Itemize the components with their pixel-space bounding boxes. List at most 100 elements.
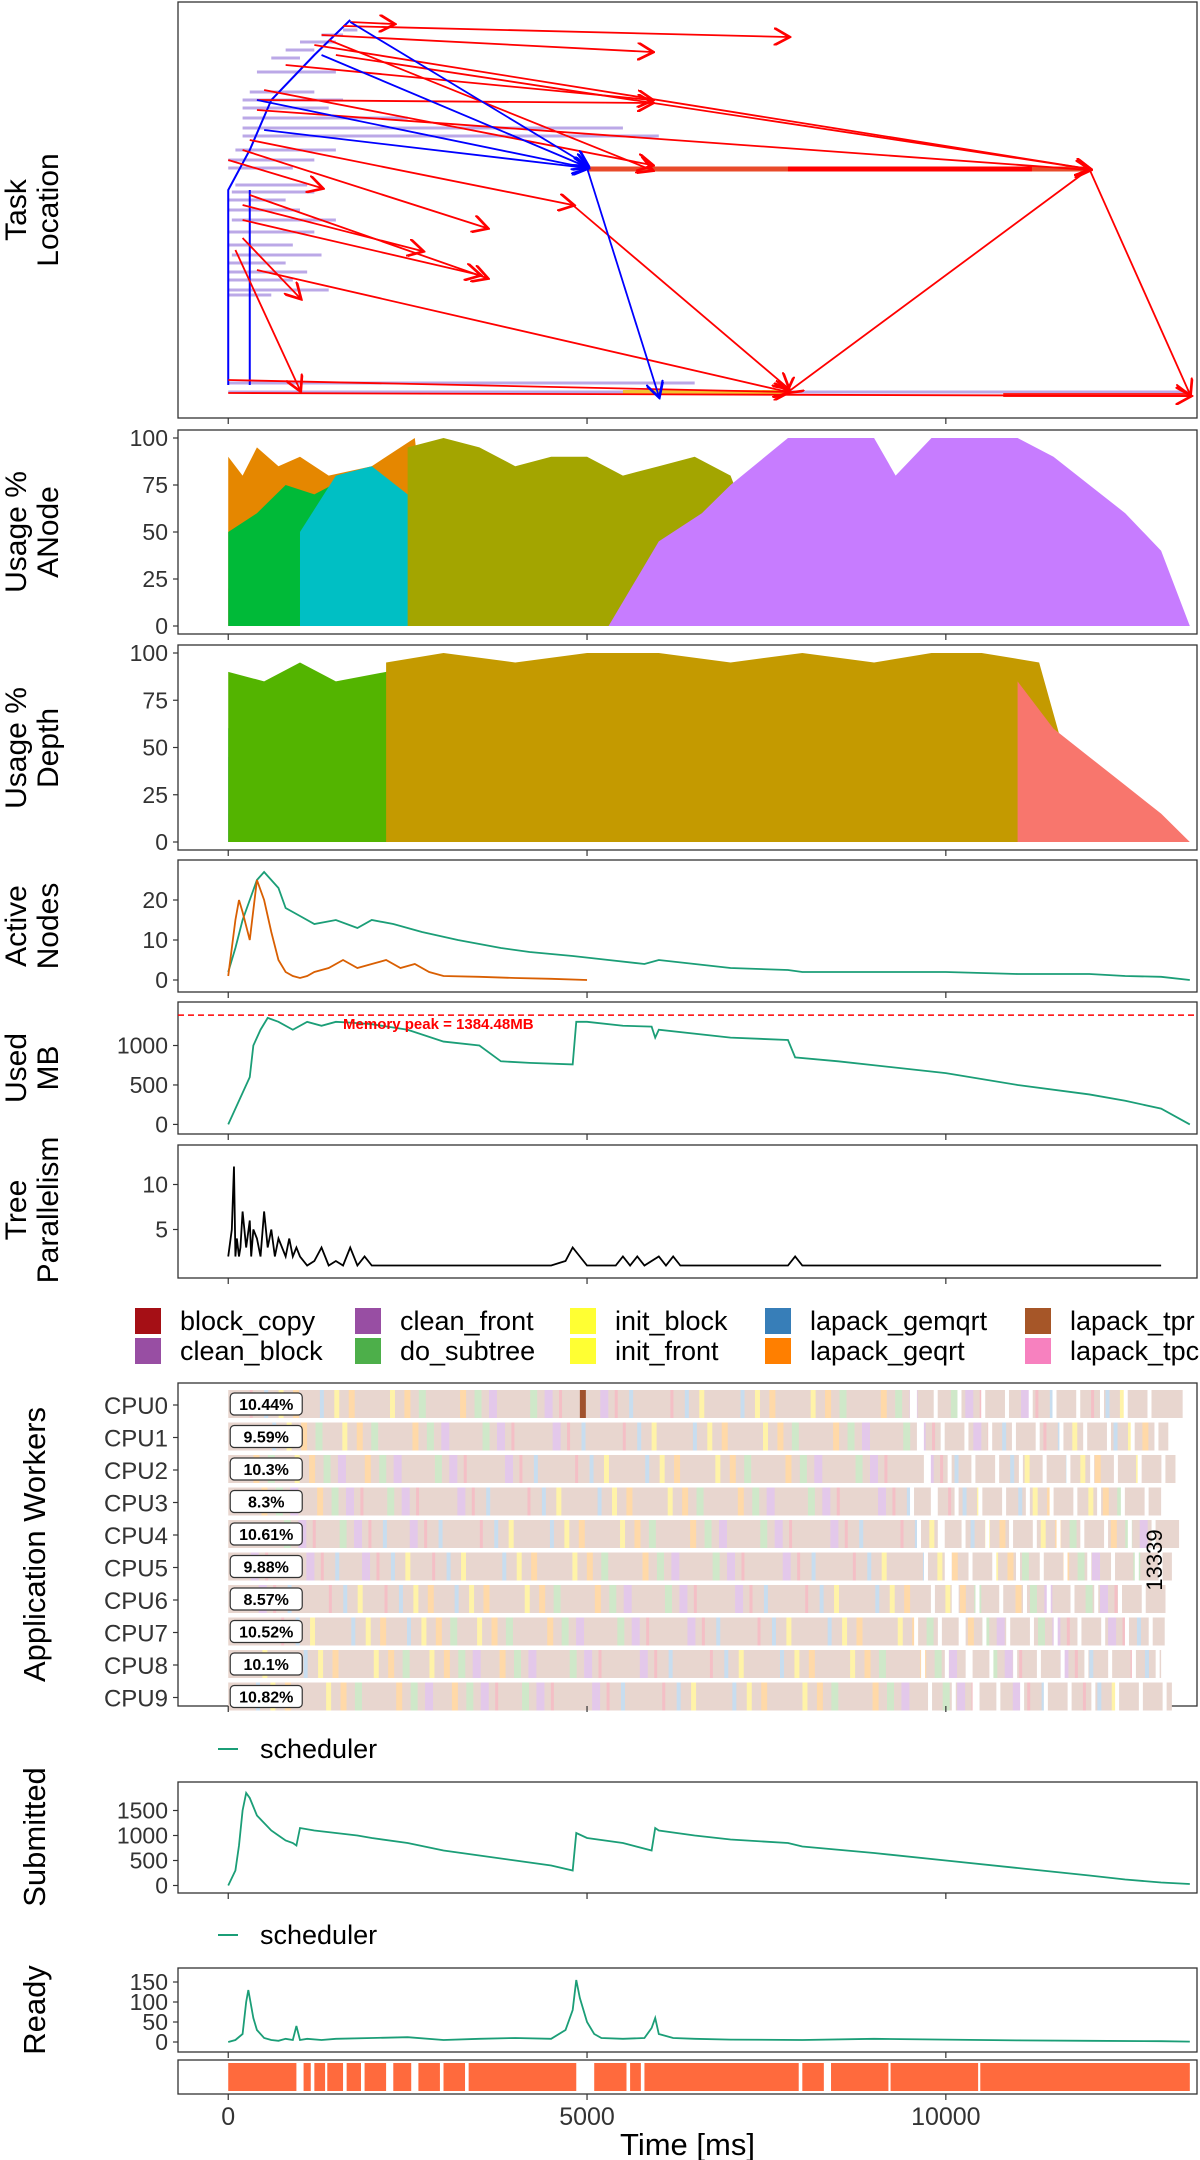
worker-task-1-8 bbox=[833, 1422, 840, 1451]
worker-task-6-20 bbox=[889, 1585, 895, 1613]
task-arrow-blue-3 bbox=[586, 167, 659, 396]
usage-depth-yaxis-tick-label-2: 50 bbox=[142, 735, 168, 761]
worker-idle-8-0 bbox=[965, 1650, 970, 1678]
worker-idle-4-7 bbox=[1104, 1520, 1109, 1548]
worker-task-9-18 bbox=[816, 1682, 823, 1711]
worker-task-2-1 bbox=[364, 1455, 371, 1483]
worker-task-2-18 bbox=[659, 1455, 665, 1483]
worker-task-7-23 bbox=[1122, 1617, 1126, 1646]
worker-task-0-3 bbox=[460, 1390, 467, 1418]
worker-task-8-28 bbox=[598, 1650, 602, 1678]
worker-task-6-17 bbox=[679, 1585, 688, 1613]
worker-task-8-39 bbox=[472, 1650, 481, 1678]
worker-task-0-18 bbox=[614, 1390, 618, 1418]
worker-task-6-30 bbox=[693, 1585, 697, 1613]
task-arrow-red-6 bbox=[328, 39, 652, 170]
worker-task-1-37 bbox=[1072, 1422, 1078, 1451]
task-location-ylabel-line-0: Task bbox=[0, 178, 33, 241]
worker-task-2-3 bbox=[505, 1455, 514, 1483]
tree-parallelism-yaxis-tick-label-1: 10 bbox=[142, 1172, 168, 1198]
worker-task-5-33 bbox=[881, 1552, 887, 1581]
worker-task-4-8 bbox=[900, 1520, 904, 1548]
worker-task-7-28 bbox=[576, 1617, 585, 1646]
worker-pct-box-3 bbox=[229, 1489, 303, 1514]
worker-task-3-34 bbox=[906, 1487, 911, 1516]
worker-idle-9-7 bbox=[1138, 1682, 1143, 1711]
task-arrow-red-18 bbox=[256, 269, 788, 392]
task-arrow-red-3 bbox=[314, 44, 1089, 169]
worker-task-5-39 bbox=[405, 1552, 411, 1581]
worker-task-9-8 bbox=[1012, 1682, 1021, 1711]
usage-depth-yaxis-tick-label-4: 100 bbox=[130, 640, 168, 666]
worker-idle-1-4 bbox=[1011, 1422, 1016, 1451]
worker-pct-box-6 bbox=[229, 1587, 303, 1611]
worker-idle-8-10 bbox=[944, 1650, 949, 1678]
worker-task-0-14 bbox=[334, 1390, 340, 1418]
worker-task-4-19 bbox=[774, 1520, 783, 1548]
used-mb-yaxis-tick-label-0: 0 bbox=[155, 1111, 168, 1137]
worker-task-3-8 bbox=[878, 1487, 887, 1516]
worker-task-1-35 bbox=[932, 1422, 936, 1451]
worker-task-2-17 bbox=[589, 1455, 594, 1483]
worker-task-8-30 bbox=[738, 1650, 744, 1678]
ready-ylabel: Ready bbox=[17, 1965, 52, 2055]
worker-task-3-30 bbox=[626, 1487, 633, 1516]
worker-task-5-22 bbox=[1007, 1552, 1014, 1581]
used-mb-ylabel-line-1: MB bbox=[32, 1046, 65, 1091]
worker-name-5: CPU5 bbox=[104, 1556, 168, 1583]
worker-task-1-28 bbox=[441, 1422, 450, 1451]
worker-task-9-17 bbox=[746, 1682, 752, 1711]
worker-idle-7-4 bbox=[1053, 1617, 1058, 1646]
worker-task-9-21 bbox=[1027, 1682, 1031, 1711]
used-mb-panel bbox=[177, 1001, 1198, 1135]
worker-task-6-10 bbox=[1085, 1585, 1093, 1613]
worker-task-4-31 bbox=[719, 1520, 728, 1548]
worker-idle-2-2 bbox=[971, 1455, 976, 1483]
worker-idle-5-4 bbox=[1039, 1552, 1044, 1581]
worker-task-0-1 bbox=[319, 1390, 324, 1418]
worker-task-5-2 bbox=[502, 1552, 507, 1581]
worker-task-7-3 bbox=[617, 1617, 625, 1646]
worker-idle-2-6 bbox=[1066, 1455, 1071, 1483]
worker-task-8-26 bbox=[458, 1650, 466, 1678]
worker-task-4-6 bbox=[760, 1520, 768, 1548]
active-nodes-yaxis-tick-label-2: 20 bbox=[142, 887, 168, 913]
worker-bar-0 bbox=[228, 1390, 1183, 1418]
worker-task-7-13 bbox=[421, 1617, 427, 1646]
worker-idle-9-0 bbox=[972, 1682, 977, 1711]
legend-label-2: clean_front bbox=[400, 1306, 534, 1336]
worker-task-3-16 bbox=[541, 1487, 546, 1516]
worker-idle-2-7 bbox=[1090, 1455, 1095, 1483]
memory-peak-label: Memory peak = 1384.48MB bbox=[343, 1016, 534, 1033]
worker-task-7-16 bbox=[631, 1617, 640, 1646]
task-arrow-red-19 bbox=[572, 204, 788, 388]
worker-task-9-1 bbox=[522, 1682, 530, 1711]
worker-task-5-13 bbox=[376, 1552, 380, 1581]
worker-idle-2-3 bbox=[995, 1455, 1000, 1483]
worker-task-8-4 bbox=[709, 1650, 713, 1678]
worker-task-7-38 bbox=[380, 1617, 387, 1646]
worker-task-8-31 bbox=[808, 1650, 815, 1678]
worker-task-8-32 bbox=[878, 1650, 886, 1678]
worker-task-0-27 bbox=[348, 1390, 355, 1418]
usage-depth-ylabel: Usage % Depth bbox=[0, 687, 65, 809]
worker-task-5-15 bbox=[516, 1552, 522, 1581]
worker-task-5-16 bbox=[586, 1552, 593, 1581]
worker-task-3-37 bbox=[1117, 1487, 1125, 1516]
usage-depth-series-4 bbox=[386, 653, 1090, 842]
worker-task-2-16 bbox=[519, 1455, 523, 1483]
activity-gap-10 bbox=[626, 2063, 631, 2091]
worker-task-4-39 bbox=[382, 1520, 387, 1548]
worker-task-6-22 bbox=[1029, 1585, 1037, 1613]
worker-idle-5-6 bbox=[1087, 1552, 1092, 1581]
task-arrow-red-13 bbox=[242, 204, 422, 251]
activity-gap-0 bbox=[296, 2063, 304, 2091]
worker-idle-9-5 bbox=[1091, 1682, 1096, 1711]
worker-task-4-4 bbox=[620, 1520, 626, 1548]
worker-task-4-2 bbox=[479, 1520, 483, 1548]
worker-task-5-23 bbox=[1077, 1552, 1085, 1581]
worker-task-3-4 bbox=[597, 1487, 602, 1516]
worker-task-9-39 bbox=[495, 1682, 499, 1711]
worker-task-1-38 bbox=[1142, 1422, 1149, 1451]
